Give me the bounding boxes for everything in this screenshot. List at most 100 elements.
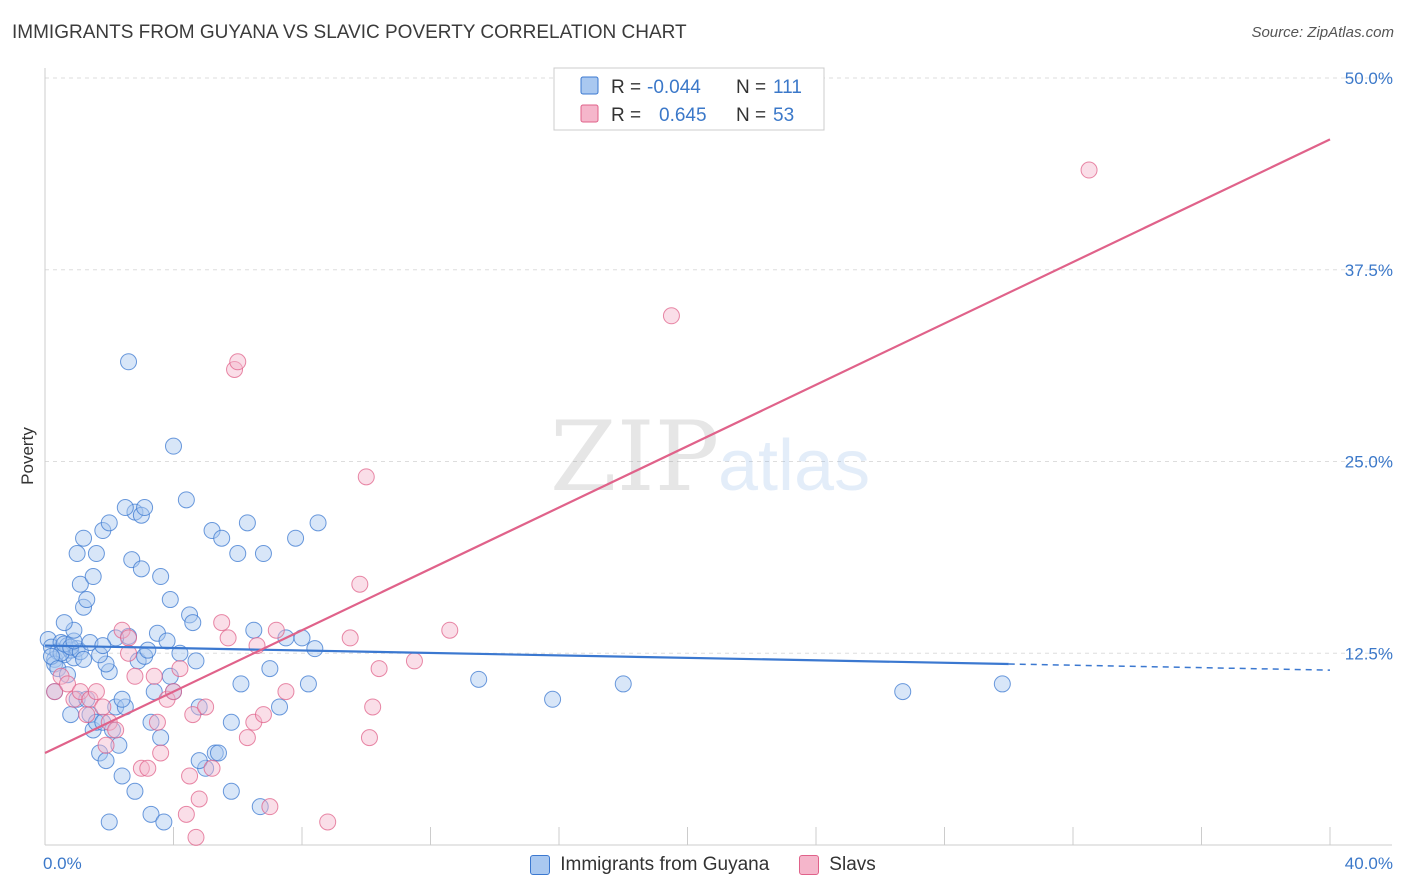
legend-label-slavs: Slavs <box>829 854 876 875</box>
guyana-point-85 <box>120 353 138 371</box>
guyana-point-71 <box>68 545 86 563</box>
legend-n-value-slavs: 53 <box>773 105 794 126</box>
legend-r-value-slavs: 0.645 <box>659 105 707 126</box>
slavs-point-48 <box>319 813 337 831</box>
guyana-point-98 <box>251 798 269 816</box>
slavs-point-45 <box>1080 161 1098 179</box>
slavs-point-42 <box>405 652 423 670</box>
stats-legend: R = -0.044 N = 111 R = 0.645 N = 53 <box>553 67 825 131</box>
slavs-point-18 <box>152 744 170 762</box>
slavs-trend-line <box>44 138 1331 754</box>
series-legend: Immigrants from Guyana Slavs <box>0 852 1406 878</box>
legend-n-value-guyana: 111 <box>773 77 802 98</box>
slavs-point-40 <box>364 698 382 716</box>
slavs-point-5 <box>78 706 96 724</box>
slavs-point-43 <box>441 621 459 639</box>
slavs-point-38 <box>351 575 369 593</box>
slavs-point-52 <box>187 828 205 846</box>
legend-label-guyana: Immigrants from Guyana <box>560 854 770 875</box>
guyana-point-41 <box>142 713 160 731</box>
guyana-swatch-icon <box>530 855 551 875</box>
guyana-point-92 <box>126 782 144 800</box>
legend-item-slavs[interactable]: Slavs <box>799 852 876 878</box>
guyana-point-84 <box>177 491 195 509</box>
slavs-point-39 <box>357 468 375 486</box>
guyana-point-97 <box>209 744 227 762</box>
guyana-point-105 <box>55 614 73 632</box>
watermark-atlas: atlas <box>718 426 870 506</box>
slavs-point-12 <box>120 629 138 647</box>
guyana-point-18 <box>75 650 93 668</box>
y-tick-label-1: 25.0% <box>1345 453 1393 472</box>
guyana-point-44 <box>152 729 170 747</box>
guyana-point-60 <box>238 514 256 532</box>
guyana-point-70 <box>299 675 317 693</box>
slavs-point-30 <box>229 353 247 371</box>
slavs-point-27 <box>213 614 231 632</box>
guyana-point-66 <box>287 529 305 547</box>
guyana-point-93 <box>142 805 160 823</box>
guyana-point-59 <box>232 675 250 693</box>
guyana-point-19 <box>58 666 76 684</box>
guyana-point-74 <box>78 591 96 609</box>
guyana-point-32 <box>113 767 131 785</box>
slavs-point-16 <box>145 667 163 685</box>
slavs-point-41 <box>370 660 388 678</box>
source-credit: Source: ZipAtlas.com <box>1251 24 1394 41</box>
slavs-point-51 <box>97 736 115 754</box>
guyana-point-95 <box>100 813 118 831</box>
slavs-point-21 <box>171 660 189 678</box>
guyana-point-64 <box>271 698 289 716</box>
guyana-point-102 <box>614 675 632 693</box>
slavs-point-7 <box>87 683 105 701</box>
y-tick-labels: 12.5% 25.0% 37.5% 50.0% <box>1345 69 1393 663</box>
legend-n-label-guyana: N = <box>736 77 766 98</box>
slavs-point-0 <box>46 683 64 701</box>
legend-n-label-slavs: N = <box>736 105 766 126</box>
guyana-point-104 <box>993 675 1011 693</box>
slavs-point-22 <box>177 805 195 823</box>
slavs-point-49 <box>360 729 378 747</box>
guyana-point-27 <box>97 752 115 770</box>
y-tick-label-2: 37.5% <box>1345 261 1393 280</box>
slavs-point-15 <box>139 759 157 777</box>
slavs-point-17 <box>148 713 166 731</box>
y-tick-label-3: 50.0% <box>1345 69 1393 88</box>
slavs-point-36 <box>277 683 295 701</box>
legend-r-value-guyana: -0.044 <box>647 77 701 98</box>
guyana-point-58 <box>229 545 247 563</box>
slavs-point-31 <box>238 729 256 747</box>
guyana-point-50 <box>184 614 202 632</box>
legend-r-label-guyana: R = <box>611 77 641 98</box>
guyana-point-62 <box>254 545 272 563</box>
data-points <box>39 161 1098 846</box>
legend-item-guyana[interactable]: Immigrants from Guyana <box>530 852 769 878</box>
guyana-point-61 <box>245 621 263 639</box>
guyana-point-100 <box>470 670 488 688</box>
guyana-point-63 <box>261 660 279 678</box>
guyana-point-79 <box>116 499 134 517</box>
guyana-point-83 <box>165 437 182 455</box>
guyana-point-72 <box>71 575 89 593</box>
slavs-point-14 <box>132 759 150 777</box>
slavs-point-33 <box>254 706 272 724</box>
legend-swatch-slavs <box>580 104 599 123</box>
guyana-point-82 <box>152 568 170 586</box>
slavs-point-50 <box>120 644 138 662</box>
slavs-point-8 <box>94 698 112 716</box>
slavs-point-37 <box>341 629 359 647</box>
slavs-swatch-icon <box>799 855 820 875</box>
guyana-point-103 <box>894 683 912 701</box>
guyana-point-81 <box>136 499 154 517</box>
y-axis-title: Poverty <box>18 427 37 485</box>
chart-title: IMMIGRANTS FROM GUYANA VS SLAVIC POVERTY… <box>12 22 687 43</box>
guyana-point-101 <box>544 690 562 708</box>
guyana-point-108 <box>113 690 131 708</box>
slavs-point-23 <box>184 706 202 724</box>
watermark-zip: ZIP <box>550 401 719 513</box>
guyana-point-57 <box>222 713 240 731</box>
slavs-point-24 <box>190 790 208 808</box>
guyana-trend-line <box>44 644 1009 666</box>
guyana-point-75 <box>84 568 102 586</box>
slavs-point-28 <box>219 629 237 647</box>
